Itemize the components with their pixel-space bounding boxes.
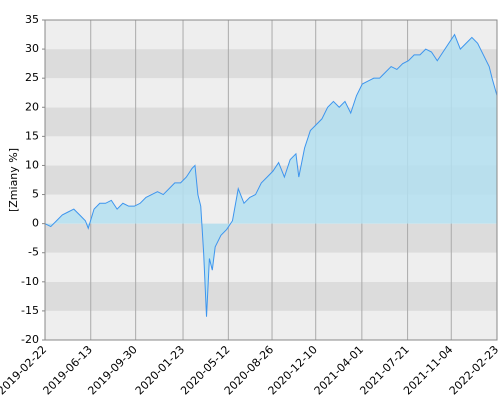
y-tick-label: 35 — [25, 13, 39, 26]
line — [44, 33, 498, 317]
y-tick-label: 0 — [32, 217, 39, 230]
y-tick-label: 30 — [25, 42, 39, 55]
y-axis-label: [Zmiany %] — [7, 148, 20, 212]
grid-band — [45, 310, 497, 340]
y-tick-label: -20 — [21, 333, 39, 346]
grid-band — [45, 281, 497, 311]
y-tick-label: 5 — [32, 188, 39, 201]
y-tick-label: -15 — [21, 304, 39, 317]
x-tick-label: 2022-02-23 — [447, 343, 500, 397]
y-tick-label: 10 — [25, 158, 39, 171]
area — [45, 34, 497, 317]
y-tick-label: 25 — [25, 71, 39, 84]
y-tick-label: 20 — [25, 100, 39, 113]
plot-frame — [44, 19, 498, 341]
y-tick-label: 15 — [25, 129, 39, 142]
grid-band — [45, 252, 497, 282]
grid-band — [45, 20, 497, 50]
y-tick-label: -5 — [28, 246, 39, 259]
grid-band — [45, 223, 497, 253]
y-tick-label: -10 — [21, 275, 39, 288]
